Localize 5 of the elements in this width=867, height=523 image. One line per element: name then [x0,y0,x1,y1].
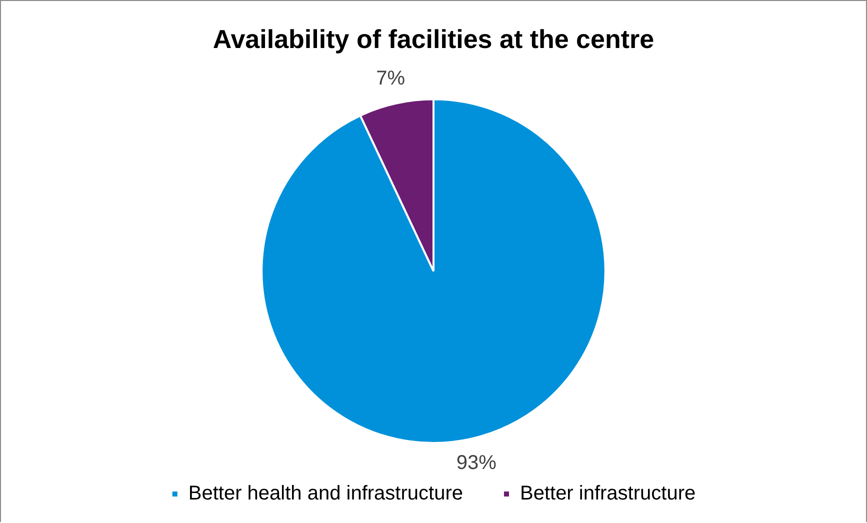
data-label: 7% [376,67,406,90]
chart-title: Availability of facilities at the centre [212,24,654,54]
legend-label: Better health and infrastructure [188,482,463,505]
data-label: 93% [456,452,497,474]
legend-label: Better infrastructure [520,482,696,505]
